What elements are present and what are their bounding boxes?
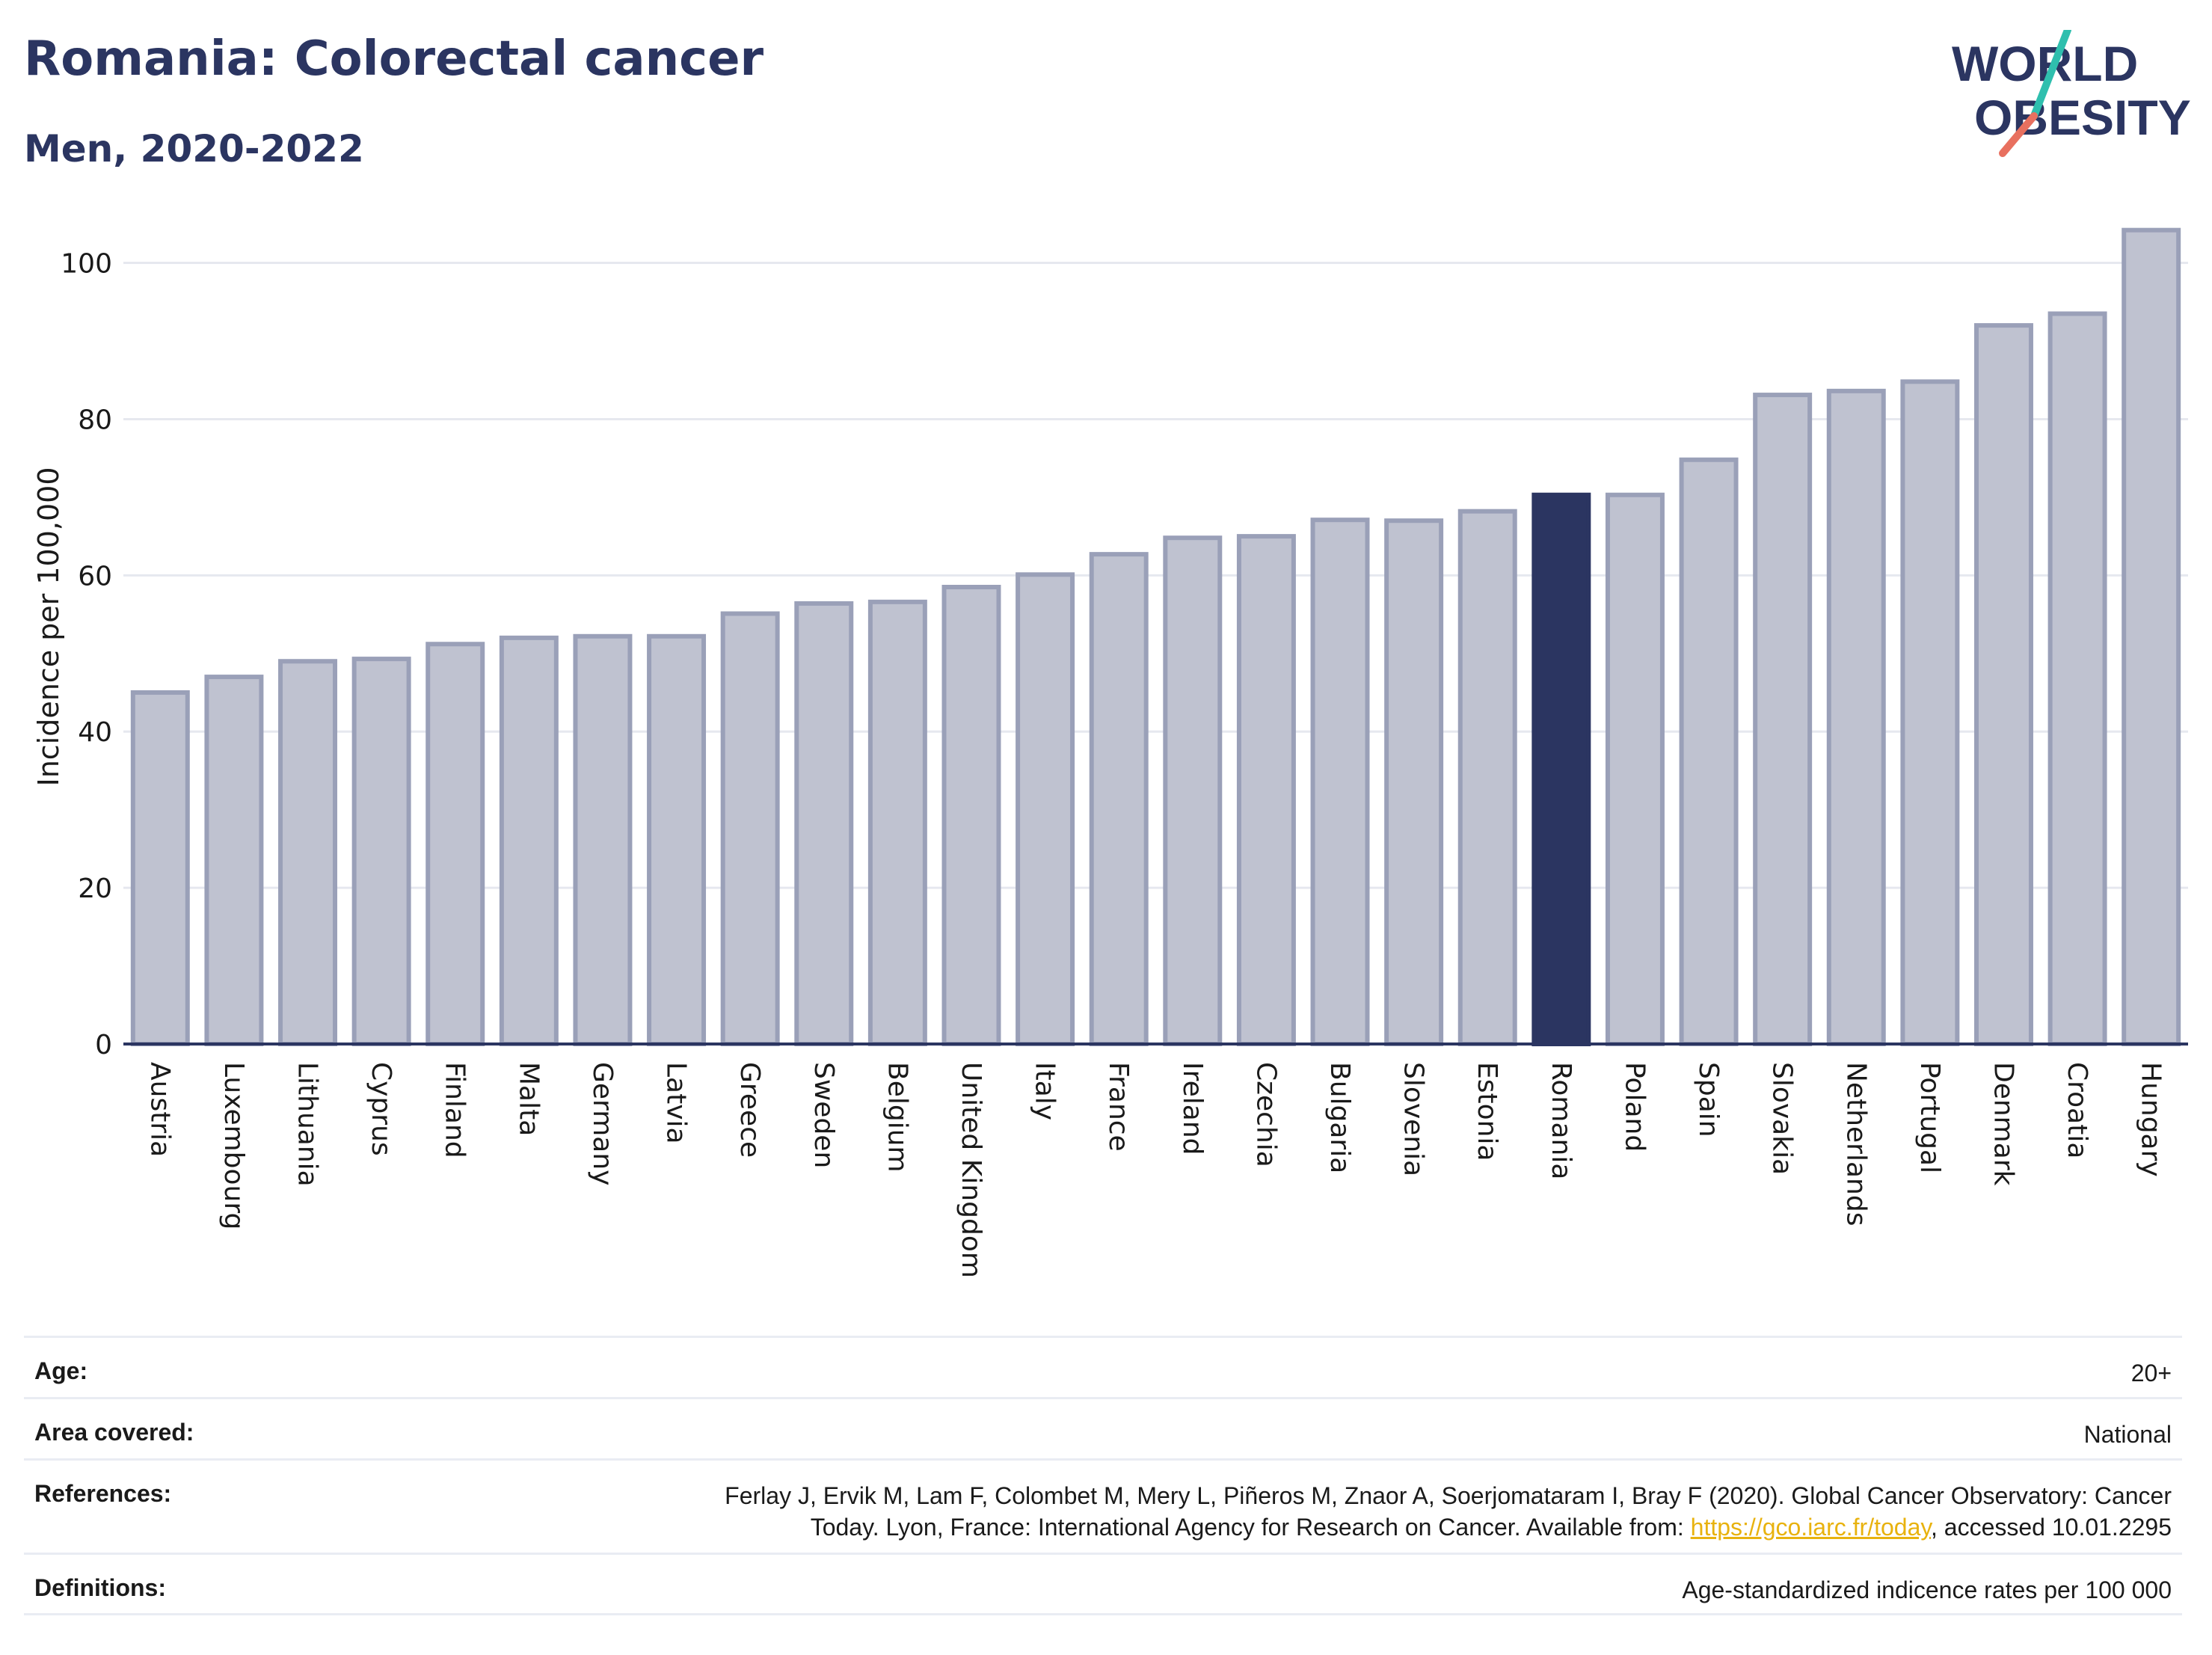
x-tick-label: France (1103, 1062, 1134, 1152)
bar-romania (1531, 492, 1591, 1046)
y-tick-label: 20 (78, 873, 112, 904)
bar-luxembourg (204, 675, 264, 1046)
bar-germany (573, 633, 633, 1046)
y-tick-label: 80 (78, 405, 112, 435)
world-obesity-logo: WORLD OBESITY (1952, 30, 2191, 157)
x-axis-ticks: Austria Luxembourg Lithuania Cyprus Finland M… (144, 1062, 2166, 1278)
age-value: 20+ (2130, 1360, 2172, 1387)
meta-row-definitions: Definitions: Age-standardized indicence … (24, 1553, 2182, 1615)
meta-row-area: Area covered: National (24, 1397, 2182, 1458)
x-tick-label: Luxembourg (218, 1062, 249, 1229)
bar-finland (425, 642, 485, 1046)
bar-italy (1016, 572, 1075, 1046)
x-tick-label: Spain (1693, 1062, 1724, 1137)
y-tick-label: 60 (78, 561, 112, 592)
bar-estonia (1457, 509, 1517, 1046)
x-tick-label: Bulgaria (1324, 1062, 1355, 1173)
bar-czechia (1236, 534, 1296, 1046)
references-line1: Ferlay J, Ervik M, Lam F, Colombet M, Me… (725, 1482, 2172, 1509)
y-tick-label: 100 (61, 249, 112, 280)
x-tick-label: Netherlands (1840, 1062, 1871, 1226)
x-tick-label: Portugal (1914, 1062, 1945, 1173)
bar-denmark (1973, 323, 2033, 1047)
age-label: Age: (34, 1357, 88, 1384)
x-tick-label: Austria (144, 1062, 175, 1157)
x-tick-label: Italy (1030, 1062, 1060, 1120)
x-tick-label: Slovenia (1398, 1062, 1429, 1176)
area-value: National (2083, 1421, 2172, 1448)
logo-line2: OBESITY (1974, 90, 2191, 145)
y-axis-ticks: 0 20 40 60 80 100 (61, 249, 112, 1060)
definitions-value: Age-standardized indicence rates per 100… (1682, 1576, 2172, 1603)
bar-netherlands (1826, 388, 1886, 1046)
logo-accent-bottom (1999, 112, 2038, 157)
bar-cyprus (351, 657, 411, 1046)
x-tick-label: Denmark (1988, 1062, 2018, 1186)
x-tick-label: Cyprus (366, 1062, 396, 1156)
x-tick-label: Greece (734, 1062, 765, 1158)
x-tick-label: Ireland (1177, 1062, 1208, 1155)
references-link[interactable]: https://gco.iarc.fr/today (1690, 1514, 1931, 1541)
x-tick-label: Latvia (661, 1062, 692, 1144)
x-tick-label: Finland (440, 1062, 470, 1158)
references-value: Ferlay J, Ervik M, Lam F, Colombet M, Me… (725, 1480, 2172, 1543)
meta-row-age: Age: 20+ (24, 1336, 2182, 1397)
x-tick-label: Romania (1546, 1062, 1576, 1179)
bar-malta (499, 635, 559, 1046)
x-tick-label: Croatia (2062, 1062, 2092, 1158)
bar-poland (1605, 492, 1665, 1046)
x-tick-label: Estonia (1472, 1062, 1502, 1161)
bar-united-kingdom (941, 585, 1001, 1046)
x-tick-label: Germany (587, 1062, 618, 1185)
references-line2-prefix: Today. Lyon, France: International Agenc… (810, 1514, 1691, 1541)
bar-slovenia (1384, 518, 1444, 1046)
meta-row-references: References: Ferlay J, Ervik M, Lam F, Co… (24, 1458, 2182, 1553)
references-line2-suffix: , accessed 10.01.2295 (1930, 1514, 2172, 1541)
bar-austria (130, 690, 190, 1046)
bar-sweden (794, 601, 854, 1046)
x-tick-label: Lithuania (292, 1062, 323, 1187)
x-tick-label: Belgium (882, 1062, 912, 1173)
x-tick-label: United Kingdom (956, 1062, 986, 1278)
page-title: Romania: Colorectal cancer (24, 31, 764, 87)
x-tick-label: Hungary (2136, 1062, 2166, 1177)
bar-latvia (647, 633, 707, 1046)
y-tick-label: 0 (95, 1030, 112, 1060)
bar-greece (720, 611, 780, 1046)
y-axis-label: Incidence per 100,000 (32, 467, 65, 786)
x-tick-label: Sweden (808, 1062, 839, 1168)
bar-croatia (2047, 311, 2107, 1046)
bar-france (1089, 552, 1149, 1046)
bar-spain (1679, 457, 1739, 1046)
x-tick-label: Czechia (1250, 1062, 1281, 1167)
definitions-label: Definitions: (34, 1574, 166, 1601)
bars (130, 227, 2181, 1047)
references-label: References: (34, 1480, 172, 1507)
bar-ireland (1163, 535, 1223, 1046)
x-tick-label: Malta (513, 1062, 544, 1136)
x-tick-label: Slovakia (1767, 1062, 1798, 1175)
area-label: Area covered: (34, 1419, 194, 1446)
bar-lithuania (278, 659, 338, 1046)
bar-portugal (1900, 379, 1960, 1046)
bar-chart: 0 20 40 60 80 100 Austria Luxembourg Lithuania C… (32, 227, 2188, 1278)
logo-accent-top (2030, 30, 2071, 120)
bar-bulgaria (1310, 518, 1370, 1046)
metadata-table: Age: 20+ Area covered: National Referenc… (24, 1336, 2182, 1615)
bar-hungary (2122, 227, 2181, 1047)
page-subtitle: Men, 2020-2022 (24, 127, 364, 171)
y-tick-label: 40 (78, 717, 112, 748)
bar-slovakia (1753, 393, 1813, 1046)
x-tick-label: Poland (1619, 1062, 1650, 1152)
bar-belgium (867, 599, 927, 1046)
